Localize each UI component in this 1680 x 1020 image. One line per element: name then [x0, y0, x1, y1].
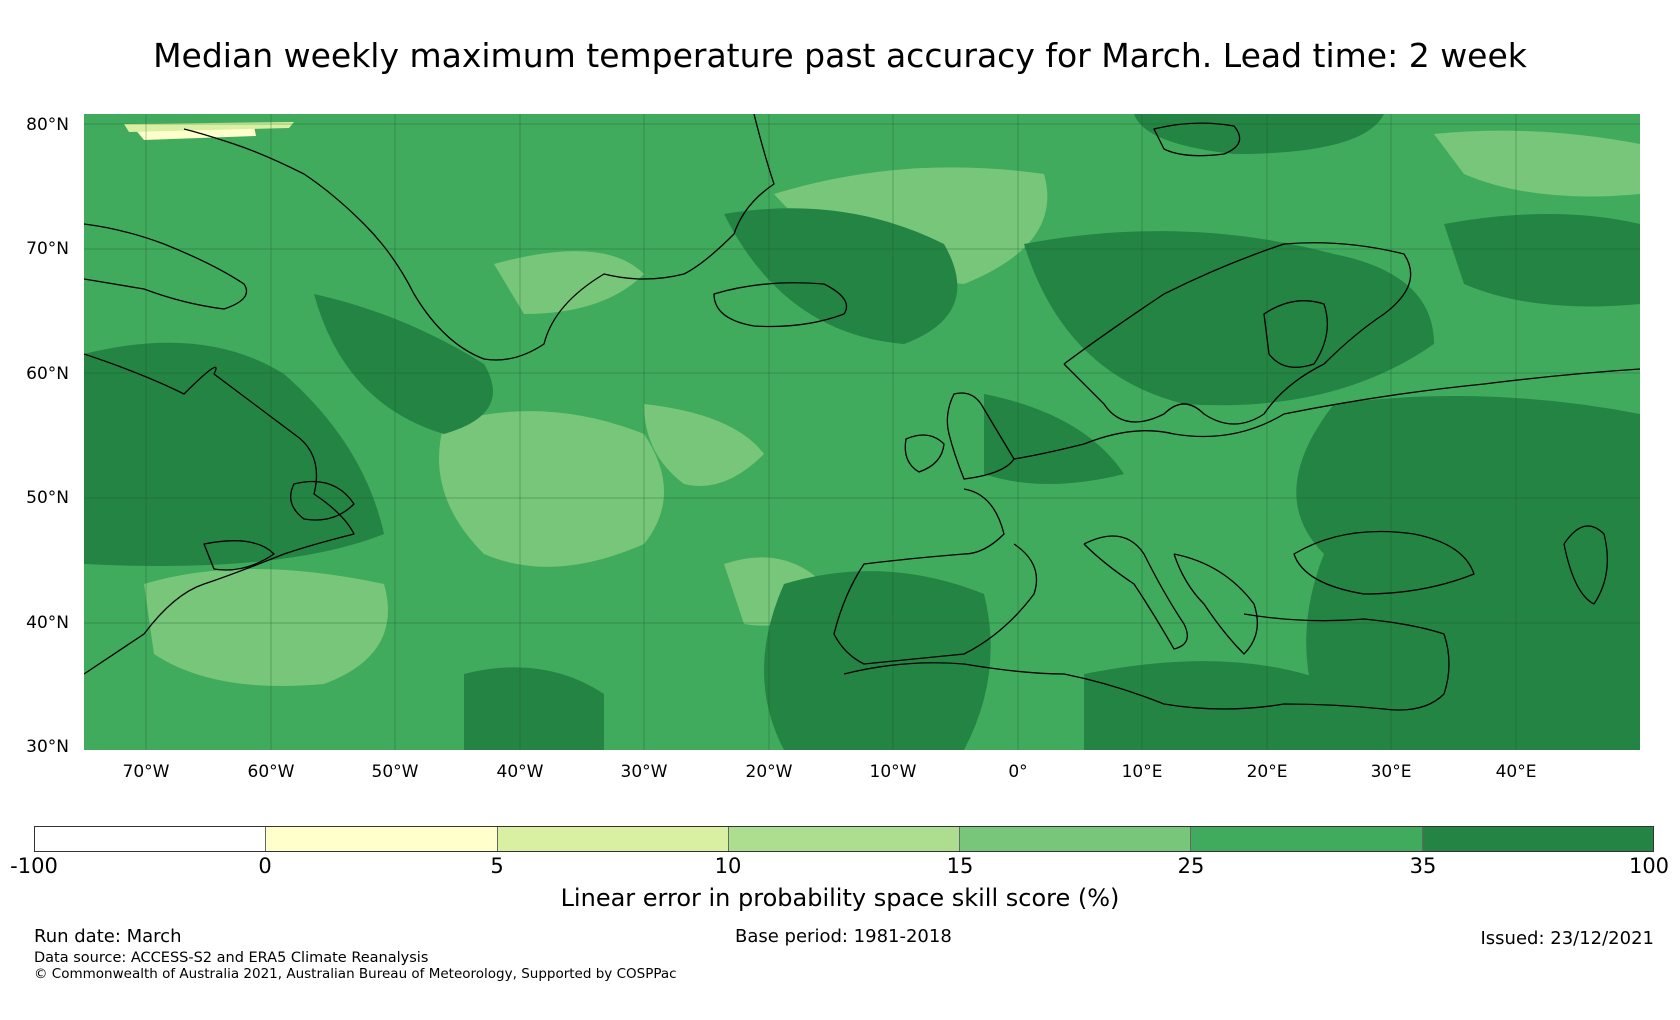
issued-date: Issued: 23/12/2021 [1480, 928, 1654, 949]
map-gridlines [84, 114, 1640, 750]
skill-map [84, 114, 1640, 750]
labrador-coast [84, 353, 355, 675]
nova-scotia-coast [203, 540, 275, 571]
lat-label-50n: 50°N [26, 488, 69, 508]
lon-label-70w: 70°W [122, 762, 170, 782]
svalbard-coast [1153, 122, 1241, 157]
black-sea-coast [1293, 530, 1475, 595]
lat-label-70n: 70°N [26, 239, 69, 259]
colorbar-tick: 0 [258, 854, 272, 878]
lon-label-50w: 50°W [371, 762, 419, 782]
colorbar-tick: 10 [714, 854, 742, 878]
balkans-coast [1173, 553, 1258, 655]
colorbar-segment [1191, 827, 1423, 851]
finland-coast [1263, 300, 1328, 368]
data-source: Data source: ACCESS-S2 and ERA5 Climate … [34, 950, 429, 966]
europe-coast [1013, 368, 1640, 460]
lon-label-10w: 10°W [869, 762, 917, 782]
colorbar-label: Linear error in probability space skill … [560, 884, 1120, 912]
lon-label-60w: 60°W [247, 762, 295, 782]
colorbar-segment [960, 827, 1192, 851]
colorbar-segment [35, 827, 267, 851]
colorbar-tick: 5 [490, 854, 504, 878]
lon-label-40w: 40°W [496, 762, 544, 782]
lon-label-40e: 40°E [1495, 762, 1537, 782]
baffin-coast [84, 223, 248, 310]
colorbar-segment [728, 827, 961, 851]
colorbar-tick: 15 [946, 854, 974, 878]
lat-label-80n: 80°N [26, 115, 69, 135]
newfoundland-coast [290, 480, 355, 521]
lon-label-0: 0° [1008, 762, 1028, 782]
skill-regions [84, 114, 1640, 750]
chart-title: Median weekly maximum temperature past a… [153, 36, 1527, 75]
colorbar-tick: 35 [1409, 854, 1437, 878]
colorbar-segment [497, 827, 729, 851]
coastlines [84, 114, 1640, 711]
caspian-coast [1563, 525, 1608, 605]
lon-label-30e: 30°E [1370, 762, 1412, 782]
lat-label-30n: 30°N [26, 737, 69, 757]
lon-label-10e: 10°E [1121, 762, 1163, 782]
iceland-coast [713, 282, 848, 328]
colorbar [34, 826, 1654, 852]
colorbar-tick: 100 [1628, 854, 1670, 878]
italy-coast [1083, 535, 1188, 650]
iberia-coast [833, 488, 1038, 665]
colorbar-tick: 25 [1177, 854, 1205, 878]
lat-label-60n: 60°N [26, 364, 69, 384]
lon-label-20w: 20°W [745, 762, 793, 782]
lat-label-40n: 40°N [26, 613, 69, 633]
north-africa-coast [843, 662, 1445, 711]
colorbar-segment [1422, 827, 1653, 851]
base-period: Base period: 1981-2018 [735, 926, 952, 947]
lon-label-20e: 20°E [1246, 762, 1288, 782]
great-britain-coast [946, 392, 1015, 480]
anatolia-coast [1243, 613, 1450, 695]
run-date: Run date: March [34, 926, 182, 947]
colorbar-segment [266, 827, 498, 851]
colorbar-tick: -100 [10, 854, 58, 878]
ireland-coast [904, 434, 945, 473]
greenland-coast [183, 114, 775, 361]
scandinavia-coast [1063, 242, 1412, 425]
copyright: © Commonwealth of Australia 2021, Austra… [34, 966, 677, 982]
lon-label-30w: 30°W [620, 762, 668, 782]
